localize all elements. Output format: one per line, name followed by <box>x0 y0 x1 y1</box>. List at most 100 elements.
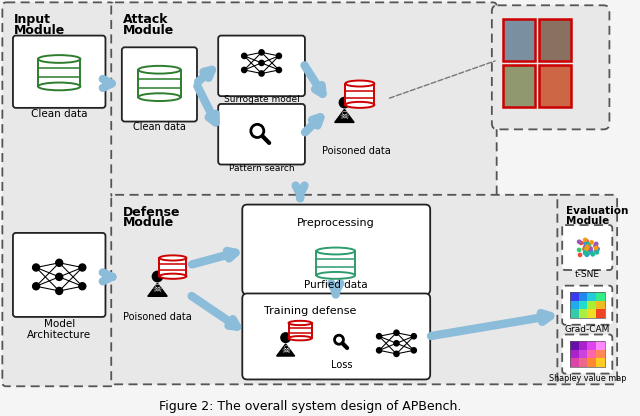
Bar <box>596 342 605 350</box>
Text: Module: Module <box>566 216 609 226</box>
Ellipse shape <box>346 81 374 87</box>
Circle shape <box>590 241 593 244</box>
Bar <box>588 342 596 350</box>
Circle shape <box>585 240 588 243</box>
Bar <box>596 310 605 318</box>
Text: ☠: ☠ <box>340 111 349 121</box>
Text: Defense: Defense <box>123 206 180 218</box>
Circle shape <box>595 248 598 251</box>
Bar <box>289 323 312 338</box>
Text: Grad-CAM: Grad-CAM <box>564 325 610 334</box>
Circle shape <box>281 333 291 342</box>
FancyBboxPatch shape <box>243 205 430 295</box>
Circle shape <box>591 253 595 256</box>
Bar <box>579 292 588 301</box>
Circle shape <box>584 251 587 255</box>
Ellipse shape <box>317 272 355 279</box>
Circle shape <box>594 244 597 247</box>
Polygon shape <box>148 283 167 296</box>
Text: Model: Model <box>44 319 75 329</box>
Text: Loss: Loss <box>331 360 352 370</box>
Text: Pattern search: Pattern search <box>228 163 294 173</box>
Bar <box>504 65 535 107</box>
Circle shape <box>56 273 63 280</box>
Bar <box>138 70 180 97</box>
Circle shape <box>56 259 63 266</box>
FancyBboxPatch shape <box>218 36 305 96</box>
FancyBboxPatch shape <box>3 2 114 386</box>
Circle shape <box>152 271 163 282</box>
Circle shape <box>584 248 587 251</box>
Circle shape <box>33 283 40 290</box>
Text: Module: Module <box>123 24 174 37</box>
Text: Module: Module <box>14 24 65 37</box>
Circle shape <box>584 245 587 249</box>
Circle shape <box>577 240 580 243</box>
FancyBboxPatch shape <box>218 104 305 164</box>
Circle shape <box>585 247 589 250</box>
FancyBboxPatch shape <box>13 36 106 108</box>
Ellipse shape <box>346 102 374 108</box>
Bar <box>570 292 579 301</box>
FancyBboxPatch shape <box>562 334 612 374</box>
Circle shape <box>394 351 399 357</box>
Circle shape <box>412 334 417 339</box>
Circle shape <box>585 245 588 249</box>
Ellipse shape <box>159 274 186 279</box>
Text: t-SNE: t-SNE <box>575 270 600 279</box>
Circle shape <box>596 247 599 250</box>
Bar <box>539 19 571 61</box>
Circle shape <box>79 283 86 290</box>
Text: Evaluation: Evaluation <box>566 206 628 215</box>
Circle shape <box>589 247 592 250</box>
FancyBboxPatch shape <box>111 195 560 384</box>
FancyBboxPatch shape <box>243 293 430 379</box>
Bar <box>570 350 579 358</box>
Circle shape <box>586 248 589 251</box>
Circle shape <box>577 248 580 252</box>
Bar <box>588 350 596 358</box>
Circle shape <box>579 253 582 257</box>
Text: ☠: ☠ <box>153 285 163 295</box>
Circle shape <box>594 244 597 248</box>
Text: Shapley value map: Shapley value map <box>548 374 626 383</box>
Circle shape <box>585 247 588 250</box>
Circle shape <box>259 71 264 76</box>
Circle shape <box>394 341 399 346</box>
Circle shape <box>587 244 590 247</box>
Bar <box>579 350 588 358</box>
Circle shape <box>583 247 586 250</box>
Circle shape <box>584 252 588 255</box>
Circle shape <box>595 246 598 250</box>
Circle shape <box>584 245 588 248</box>
Text: Clean data: Clean data <box>133 121 186 131</box>
Circle shape <box>276 67 282 73</box>
Circle shape <box>586 247 589 250</box>
Bar <box>596 358 605 367</box>
Bar <box>317 251 355 275</box>
Bar <box>588 292 596 301</box>
Circle shape <box>242 67 247 73</box>
Bar <box>570 301 579 310</box>
Text: Preprocessing: Preprocessing <box>297 218 374 228</box>
Bar <box>346 84 374 105</box>
Circle shape <box>588 251 591 255</box>
Circle shape <box>586 245 589 248</box>
Circle shape <box>584 251 587 255</box>
Bar <box>38 59 81 87</box>
Circle shape <box>259 50 264 55</box>
Bar <box>579 342 588 350</box>
Circle shape <box>33 264 40 271</box>
Bar <box>570 342 579 350</box>
Circle shape <box>56 287 63 295</box>
Text: Training defense: Training defense <box>264 306 356 316</box>
Circle shape <box>595 250 598 253</box>
Circle shape <box>595 242 598 245</box>
Bar <box>570 310 579 318</box>
Circle shape <box>584 242 587 245</box>
FancyBboxPatch shape <box>557 195 617 384</box>
Ellipse shape <box>38 55 81 63</box>
Text: ☠: ☠ <box>281 345 290 355</box>
Text: Input: Input <box>14 13 51 26</box>
Bar <box>504 19 535 61</box>
